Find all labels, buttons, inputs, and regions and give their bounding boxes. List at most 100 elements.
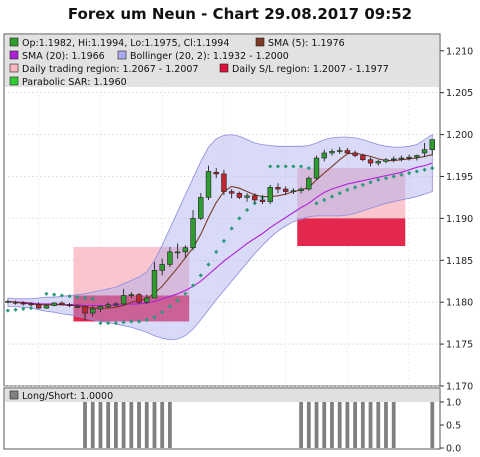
- psar-point: [360, 182, 365, 187]
- candle-body: [82, 306, 88, 314]
- y-tick-label: 1.210: [446, 46, 473, 57]
- legend-swatch-sma20: [9, 50, 19, 60]
- candle: [205, 165, 212, 200]
- parabolic-sar: [5, 164, 435, 326]
- y-tick-label: 0.5: [446, 421, 461, 432]
- psar-point: [244, 207, 250, 213]
- candle: [360, 153, 366, 162]
- long-short-bar: [152, 402, 157, 448]
- psar-point: [175, 298, 180, 303]
- candle: [313, 155, 320, 180]
- psar-point: [21, 306, 26, 311]
- candle: [28, 302, 34, 307]
- candle-body: [429, 139, 435, 150]
- candle: [36, 302, 42, 309]
- candle-body: [136, 294, 142, 303]
- psar-point: [113, 321, 118, 326]
- candle: [252, 193, 258, 204]
- candle-body: [414, 155, 420, 158]
- candle-body: [43, 305, 50, 309]
- psar-point: [237, 216, 242, 221]
- long-short-bar: [90, 402, 95, 448]
- psar-point: [353, 185, 358, 190]
- legend-ohlc: Op:1.1982, Hi:1.1994, Lo:1.1975, Cl:1.19…: [22, 38, 229, 49]
- candle: [398, 155, 405, 162]
- psar-point: [298, 164, 304, 169]
- moving-averages: [7, 152, 433, 309]
- long-short-bar: [376, 402, 381, 448]
- psar-point: [383, 176, 389, 181]
- psar-point: [275, 164, 281, 169]
- long-short-bar: [168, 402, 172, 448]
- y-tick-label: 1.190: [446, 214, 473, 225]
- candle: [406, 154, 412, 161]
- candle-body: [306, 177, 312, 190]
- candle: [236, 191, 243, 200]
- psar-point: [322, 197, 327, 203]
- chart-title: Forex um Neun - Chart 29.08.2017 09:52: [68, 5, 412, 23]
- y-tick-label: 0.0: [446, 444, 461, 455]
- candle-body: [174, 251, 181, 254]
- candle: [228, 189, 235, 199]
- candle-body: [190, 218, 196, 249]
- long-short-bar: [129, 402, 134, 448]
- psar-point: [407, 171, 412, 176]
- candle-body: [12, 301, 19, 304]
- legend-trading-region: Daily trading region: 1.2067 - 1.2007: [22, 64, 198, 75]
- candle: [97, 305, 104, 313]
- y-tick-label: 1.200: [446, 130, 473, 141]
- candle-body: [252, 195, 258, 201]
- candle-body: [298, 188, 304, 192]
- psar-point: [152, 315, 157, 320]
- long-short-bar: [114, 402, 118, 448]
- psar-point: [198, 273, 203, 278]
- psar-point: [106, 321, 111, 326]
- candle-body: [151, 270, 158, 299]
- psar-point: [44, 291, 49, 296]
- psar-point: [268, 164, 273, 169]
- candle: [221, 169, 227, 195]
- psar-point: [67, 294, 72, 299]
- long-short-bar: [98, 402, 103, 448]
- long-short-bar: [314, 402, 319, 448]
- candle: [429, 139, 435, 156]
- y-tick-label: 1.0: [446, 398, 461, 409]
- long-short-bar: [106, 402, 111, 448]
- candle: [167, 246, 173, 267]
- psar-point: [229, 226, 234, 231]
- legend-psar: Parabolic SAR: 1.1960: [22, 77, 127, 88]
- candle: [113, 302, 119, 307]
- candle-body: [159, 264, 165, 271]
- candle: [43, 304, 50, 309]
- psar-point: [430, 165, 435, 171]
- candle-body: [205, 171, 212, 198]
- candle: [321, 149, 327, 162]
- legend-swatch-sma5: [255, 37, 265, 47]
- psar-point: [314, 201, 319, 206]
- candle: [421, 142, 428, 158]
- candle: [290, 188, 297, 195]
- legend: Op:1.1982, Hi:1.1994, Lo:1.1975, Cl:1.19…: [9, 37, 389, 88]
- candle-body: [275, 187, 281, 190]
- long-short-bar: [337, 402, 342, 448]
- candle: [244, 193, 250, 202]
- candle-body: [329, 151, 335, 154]
- candle: [105, 302, 111, 309]
- price-axis: 1.170 1.175 1.180 1.185 1.190 1.195 1.200 1.205…: [440, 46, 473, 393]
- candle: [174, 243, 181, 259]
- candle: [59, 301, 65, 306]
- psar-point: [167, 304, 173, 309]
- candle-body: [321, 152, 327, 159]
- candle: [306, 176, 312, 191]
- candle-body: [236, 192, 243, 198]
- psar-point: [129, 319, 134, 324]
- psar-point: [337, 191, 342, 196]
- y-tick-label: 1.180: [446, 298, 473, 309]
- candle-body: [120, 295, 127, 305]
- candle-body: [90, 308, 96, 314]
- candle-body: [259, 199, 266, 202]
- candle: [74, 304, 81, 309]
- candle-body: [28, 303, 34, 306]
- y-tick-label: 1.170: [446, 382, 473, 393]
